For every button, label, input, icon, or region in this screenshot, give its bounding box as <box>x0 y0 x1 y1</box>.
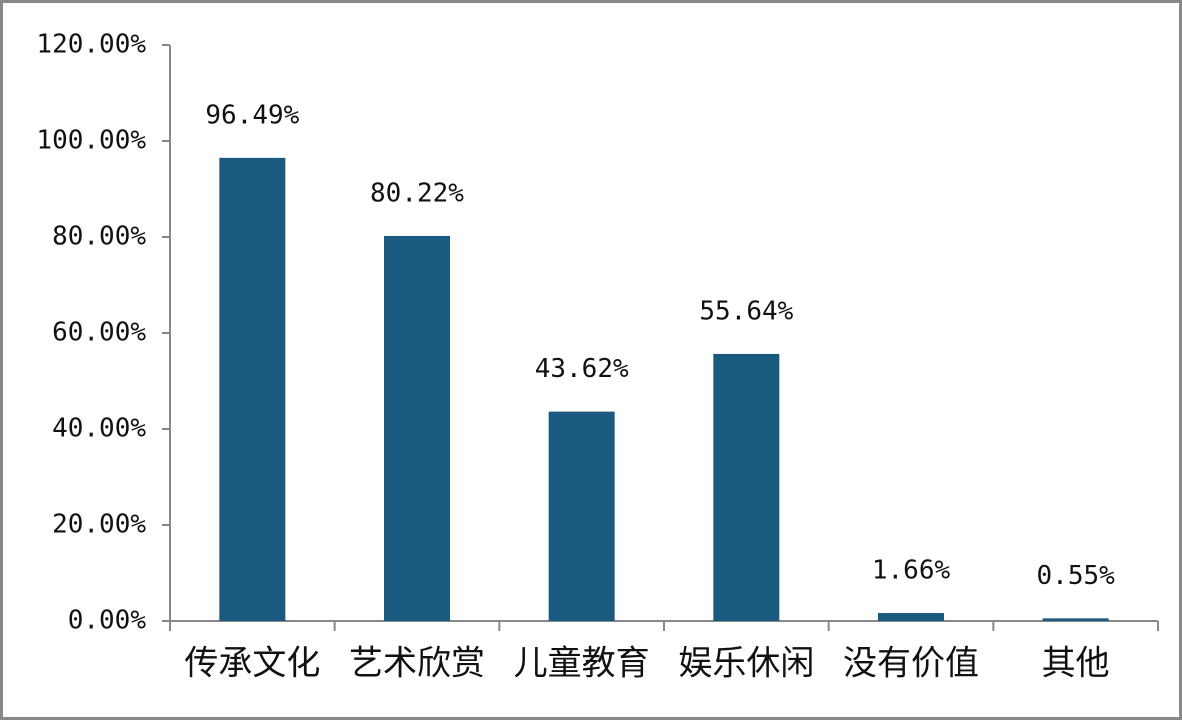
data-label: 0.55% <box>1037 561 1116 591</box>
x-tick-label: 其他 <box>1042 644 1110 684</box>
data-label: 43.62% <box>535 354 629 384</box>
y-tick-label: 60.00% <box>52 318 146 348</box>
x-tick-label: 娱乐休闲 <box>678 644 814 684</box>
bar <box>713 353 780 621</box>
y-tick-label: 120.00% <box>36 30 146 60</box>
y-tick-label: 100.00% <box>36 126 146 156</box>
bar <box>1042 618 1109 621</box>
y-tick-label: 40.00% <box>52 414 146 444</box>
bar <box>384 235 450 621</box>
y-tick-label: 0.00% <box>68 606 147 636</box>
y-tick-label: 20.00% <box>52 510 146 540</box>
data-label: 80.22% <box>370 178 464 208</box>
x-tick-label: 艺术欣赏 <box>349 644 485 684</box>
bar <box>878 613 944 621</box>
x-tick-label: 传承文化 <box>184 644 320 684</box>
data-label: 55.64% <box>699 296 793 326</box>
x-tick-label: 儿童教育 <box>514 644 650 684</box>
x-tick-label: 没有价值 <box>843 644 979 684</box>
data-label: 1.66% <box>872 556 951 586</box>
bar <box>219 157 286 621</box>
bar <box>548 411 615 621</box>
data-label: 96.49% <box>205 100 299 130</box>
y-tick-label: 80.00% <box>52 222 146 252</box>
